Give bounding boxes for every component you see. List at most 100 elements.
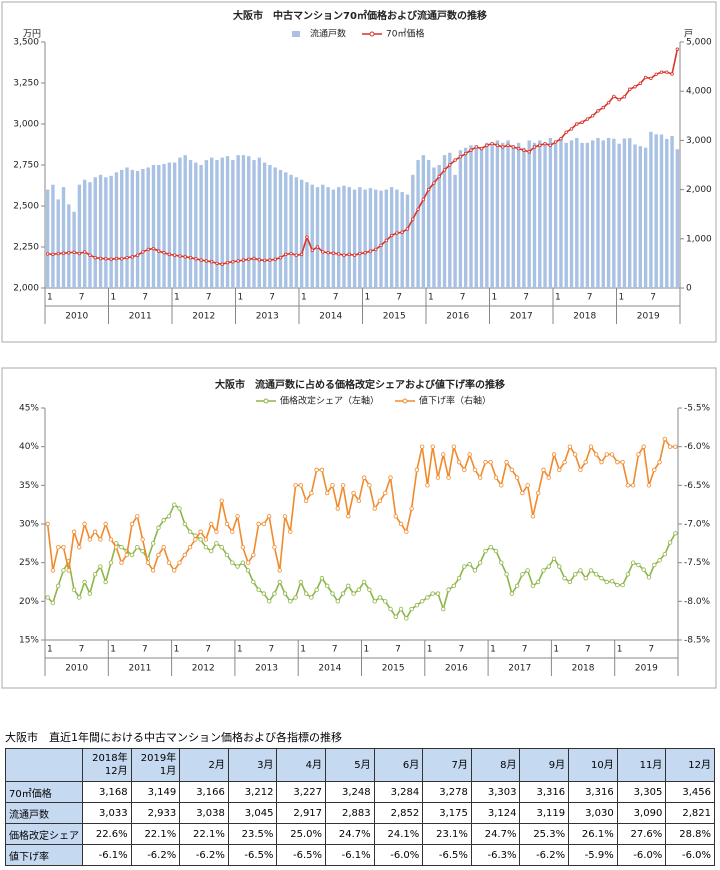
point	[56, 251, 60, 256]
legend-label: 値下げ率（右軸）	[419, 395, 491, 407]
bar	[120, 169, 124, 288]
bar	[225, 156, 230, 288]
point	[194, 257, 198, 261]
point	[499, 560, 504, 565]
cell: 25.3%	[519, 823, 570, 845]
bar	[395, 189, 399, 288]
cell: 3,456	[665, 781, 715, 803]
bar	[405, 194, 410, 288]
point	[188, 255, 193, 260]
point	[92, 529, 98, 534]
point	[145, 560, 151, 565]
point	[562, 459, 567, 465]
point	[87, 591, 93, 596]
point	[104, 257, 108, 261]
bar	[262, 162, 267, 288]
point	[393, 614, 398, 619]
cell: -6.0%	[616, 844, 667, 866]
point	[77, 595, 82, 600]
cell: -6.1%	[325, 844, 375, 866]
point	[485, 143, 489, 148]
point	[599, 575, 604, 581]
point	[654, 72, 658, 77]
point	[446, 587, 451, 592]
y-tick-label: 25%	[19, 558, 39, 568]
point	[247, 257, 251, 261]
point	[483, 548, 488, 554]
point	[45, 595, 50, 600]
cell: 3,124	[470, 802, 521, 824]
point	[203, 545, 209, 550]
year-label: 2016	[446, 312, 469, 322]
point	[567, 579, 573, 585]
point	[284, 252, 288, 257]
cell: -6.3%	[470, 844, 521, 866]
cell: 24.7%	[325, 823, 375, 845]
legend-swatch	[369, 31, 375, 37]
point	[646, 575, 652, 580]
point	[432, 181, 436, 185]
point	[630, 560, 636, 565]
bar	[389, 187, 394, 288]
cell: -6.2%	[519, 844, 570, 866]
point	[103, 579, 108, 585]
point	[559, 137, 563, 141]
bar	[82, 179, 87, 288]
point	[414, 467, 420, 473]
x-tick-label: 1	[301, 293, 307, 303]
y-tick-label: 40%	[19, 442, 39, 452]
bar	[342, 185, 346, 288]
bar	[204, 160, 209, 288]
point	[615, 459, 620, 465]
point	[109, 257, 113, 261]
y2-tick-label: -8.5%	[684, 636, 711, 646]
point	[583, 459, 588, 465]
cell: -6.0%	[373, 844, 424, 866]
cell: -6.5%	[422, 844, 472, 866]
point	[55, 545, 61, 550]
year-label: 2018	[572, 664, 595, 674]
header-month: 3月	[257, 759, 274, 771]
x-tick-label: 7	[205, 645, 211, 655]
year-label: 2014	[318, 664, 341, 674]
point	[224, 521, 230, 527]
bar	[416, 160, 420, 288]
point	[77, 251, 82, 256]
point	[146, 247, 150, 252]
year-label: 2011	[128, 664, 151, 674]
point	[140, 537, 145, 542]
cell: 23.5%	[227, 823, 278, 845]
point	[395, 231, 399, 235]
point	[462, 564, 467, 569]
header-month: 2月	[208, 759, 225, 771]
point	[235, 564, 240, 569]
point	[509, 467, 515, 473]
table-section: 大阪市 直近1年間における中古マンション価格および各指標の推移 2018年 12月…	[5, 728, 715, 866]
point	[187, 529, 193, 534]
bar	[374, 189, 378, 288]
point	[314, 587, 319, 592]
point	[641, 444, 646, 449]
point	[520, 490, 525, 496]
point	[551, 452, 557, 457]
point	[82, 579, 87, 585]
row-label: 流通戸数	[5, 802, 83, 824]
point	[383, 490, 388, 496]
cell: 2,852	[373, 802, 424, 824]
point	[346, 583, 351, 589]
point	[553, 140, 558, 144]
y2-tick-label: -6.0%	[684, 442, 711, 452]
bar	[580, 142, 584, 288]
year-label: 2012	[192, 664, 215, 674]
legend-label: 流通戸数	[310, 28, 346, 40]
point	[182, 552, 187, 558]
point	[609, 452, 615, 457]
point	[409, 606, 414, 612]
point	[511, 145, 516, 149]
point	[245, 560, 251, 565]
bar	[453, 174, 457, 288]
point	[347, 252, 351, 257]
point	[453, 158, 457, 162]
point	[567, 444, 573, 449]
point	[162, 251, 166, 255]
